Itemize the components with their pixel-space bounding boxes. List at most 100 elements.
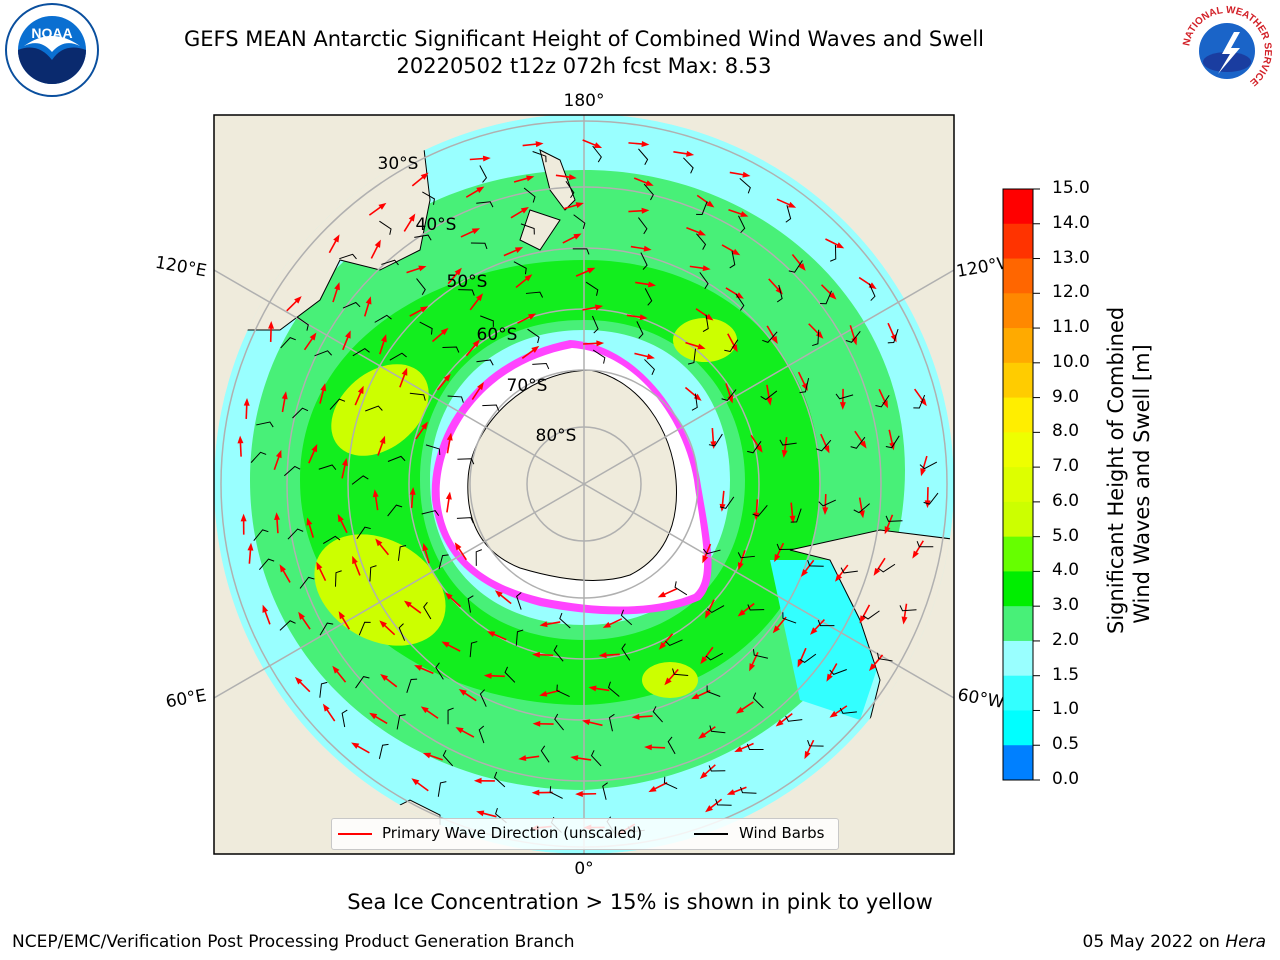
- colorbar-tick-label: 6.0: [1052, 490, 1080, 511]
- colorbar-segment: [1003, 745, 1033, 781]
- wave-direction-arrow: [436, 377, 449, 391]
- wind-barb: [280, 337, 296, 349]
- wind-barb: [729, 250, 736, 269]
- wave-direction-arrow: [603, 653, 620, 657]
- colorbar-segment: [1003, 571, 1033, 607]
- wave-direction-arrow: [766, 384, 771, 401]
- wave-arrow-head: [919, 398, 927, 407]
- wave-arrow-head: [641, 207, 650, 214]
- wave-direction-arrow: [523, 755, 540, 760]
- wave-arrow-head: [645, 180, 654, 186]
- wave-arrow-head: [471, 228, 481, 235]
- wind-barb: [878, 563, 896, 573]
- wave-arrow-head: [699, 771, 708, 779]
- wave-arrow-head: [532, 651, 540, 658]
- wave-direction-arrow: [427, 753, 443, 761]
- wind-barb: [868, 283, 876, 301]
- footer-date: 05 May 2022 on Hera: [1083, 932, 1267, 952]
- wave-arrow-head: [686, 150, 695, 157]
- wave-direction-arrow: [739, 701, 754, 712]
- wave-arrow-head: [341, 457, 348, 466]
- wave-direction-arrow: [273, 454, 281, 470]
- lon-label-lower-left: 60°E: [164, 686, 208, 713]
- wind-barb: [458, 289, 475, 296]
- wave-arrow-head: [631, 713, 640, 720]
- wind-barb: [919, 461, 938, 470]
- wind-barb: [663, 776, 678, 790]
- wave-arrow-head: [858, 510, 865, 519]
- wave-direction-arrow: [374, 494, 379, 511]
- wave-direction-arrow: [303, 336, 315, 351]
- wind-barb: [334, 570, 342, 587]
- wind-barb: [573, 214, 586, 230]
- wave-arrow-head: [643, 245, 652, 252]
- wave-arrow-head: [766, 397, 773, 406]
- colorbar-segment: [1003, 675, 1033, 711]
- wave-direction-arrow: [465, 188, 481, 198]
- footer-host: Hera: [1225, 932, 1266, 952]
- wave-direction-arrow: [583, 342, 600, 345]
- wave-arrow-head: [445, 491, 452, 500]
- wave-arrow-head: [454, 542, 462, 551]
- wave-direction-arrow: [409, 307, 425, 317]
- wave-direction-arrow: [803, 559, 815, 574]
- wave-direction-arrow: [411, 175, 426, 187]
- wave-arrow-head: [732, 248, 741, 256]
- vector-layer: [237, 139, 939, 835]
- wind-barb: [525, 291, 544, 298]
- wave-arrow-head: [727, 395, 734, 404]
- wave-arrow-head: [526, 175, 535, 182]
- wave-direction-arrow: [586, 720, 603, 727]
- wave-arrow-head: [422, 542, 429, 552]
- nws-logo: NATIONAL WEATHER SERVICE: [1178, 2, 1276, 100]
- wave-arrow-head: [475, 293, 484, 302]
- wave-direction-arrow: [791, 254, 804, 268]
- wave-direction-arrow: [797, 371, 807, 387]
- colorbar-segment: [1003, 501, 1033, 538]
- wind-barb: [782, 612, 797, 624]
- wave-direction-arrow: [820, 433, 829, 450]
- wind-barb: [476, 359, 494, 366]
- wind-barb: [479, 165, 488, 183]
- wave-direction-arrow: [403, 217, 414, 232]
- wave-arrow-head: [247, 542, 254, 551]
- wind-barb: [515, 629, 524, 646]
- wind-barb: [788, 260, 803, 273]
- wind-barb: [812, 329, 820, 347]
- wave-direction-arrow: [456, 546, 467, 561]
- wind-barb: [913, 394, 926, 409]
- wind-barb: [747, 440, 762, 454]
- wind-barb: [640, 252, 648, 270]
- wind-barb: [387, 504, 403, 517]
- wave-direction-arrow: [410, 491, 414, 509]
- wave-direction-arrow: [353, 560, 361, 576]
- wind-barb: [532, 362, 550, 370]
- wave-arrow-head: [706, 200, 715, 208]
- wave-direction-arrow: [685, 341, 702, 349]
- wave-direction-arrow: [423, 547, 430, 564]
- wind-barb: [644, 288, 653, 306]
- wind-barb: [470, 242, 488, 250]
- colorbar-tick-label: 0.0: [1052, 769, 1080, 789]
- wave-arrow-head: [912, 550, 919, 559]
- wave-arrow-head: [420, 706, 429, 714]
- wave-arrow-head: [740, 211, 749, 217]
- wave-direction-arrow: [702, 646, 714, 661]
- wave-arrow-head: [275, 449, 282, 459]
- wave-arrow-head: [598, 652, 607, 659]
- colorbar-tick-label: 2.0: [1052, 629, 1080, 650]
- colorbar-segment: [1003, 397, 1033, 433]
- wind-barb: [435, 662, 444, 680]
- wind-barb: [638, 217, 648, 235]
- wave-direction-arrow: [708, 798, 723, 810]
- wave-arrow-head: [836, 242, 845, 249]
- wind-barb: [355, 676, 370, 689]
- wave-direction-arrow: [888, 429, 894, 446]
- footer-date-text: 05 May 2022 on: [1082, 932, 1226, 952]
- wind-barb: [850, 436, 866, 449]
- wind-barb: [790, 508, 802, 523]
- lat-label-50: 50°S: [447, 272, 488, 292]
- wind-barb: [740, 786, 757, 794]
- colorbar-segment: [1003, 467, 1033, 503]
- wind-barb: [475, 549, 482, 566]
